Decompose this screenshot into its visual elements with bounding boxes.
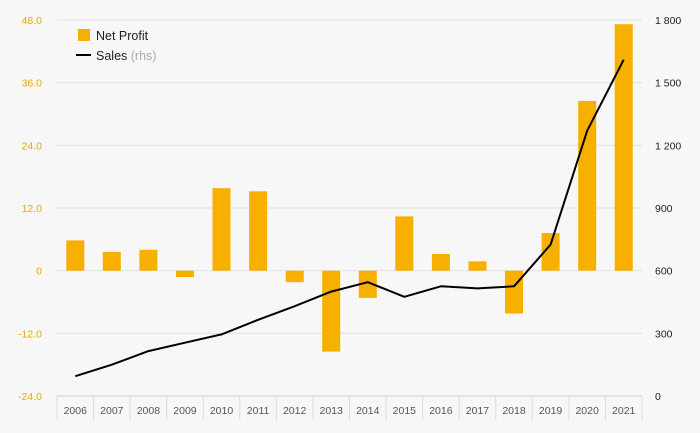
bar-net-profit-2021 (614, 24, 633, 271)
right-tick-label: 300 (655, 328, 673, 340)
x-tick-label: 2007 (100, 405, 124, 417)
bar-net-profit-2017 (468, 261, 487, 271)
bar-net-profit-2016 (431, 254, 450, 271)
left-tick-label: 0 (36, 266, 42, 278)
bar-net-profit-2018 (505, 270, 523, 314)
bar-net-profit-2019 (541, 233, 560, 271)
right-axis-ticks: 1 800 1 500 1 200 900 600 300 0 (655, 15, 681, 403)
legend-label-net-profit: Net Profit (96, 29, 149, 43)
right-tick-label: 900 (655, 203, 673, 215)
x-tick-label: 2012 (283, 405, 307, 417)
bar-net-profit-2014 (358, 270, 377, 298)
bar-net-profit-2006 (66, 240, 85, 271)
left-tick-label: 48.0 (22, 15, 43, 27)
legend-label-sales-name: Sales (96, 49, 127, 63)
x-tick-label: 2011 (247, 405, 270, 417)
bar-net-profit-2011 (249, 191, 268, 271)
right-tick-label: 600 (655, 266, 673, 278)
x-tick-label: 2018 (502, 405, 526, 417)
x-tick-label: 2009 (173, 405, 197, 417)
left-tick-label: -24.0 (18, 391, 42, 403)
legend-swatch-net-profit (78, 29, 90, 41)
right-tick-label: 0 (655, 391, 661, 403)
legend-label-sales-suffix: (rhs) (131, 49, 157, 63)
legend-label-sales: Sales (rhs) (96, 49, 156, 63)
x-axis: 2006 2007 2008 2009 2010 2011 2012 2013 2014 2015… (56, 395, 643, 420)
right-tick-label: 1 800 (655, 15, 681, 27)
right-tick-label: 1 200 (655, 140, 681, 152)
left-axis-ticks: 48.0 36.0 24.0 12.0 0 -12.0 -24.0 (18, 15, 42, 403)
bar-series (66, 24, 633, 352)
x-tick-label: 2019 (539, 405, 563, 417)
bar-net-profit-2008 (139, 249, 158, 271)
x-tick-label: 2016 (429, 405, 453, 417)
legend: Net Profit Sales (rhs) (76, 29, 156, 63)
bar-net-profit-2007 (102, 251, 121, 271)
right-tick-label: 1 500 (655, 78, 681, 90)
x-tick-label: 2006 (64, 405, 88, 417)
left-tick-label: 24.0 (22, 140, 43, 152)
x-tick-label: 2015 (393, 405, 417, 417)
x-tick-label: 2014 (356, 405, 380, 417)
bar-net-profit-2010 (212, 188, 231, 271)
sales-line (74, 59, 625, 378)
left-tick-label: 12.0 (22, 203, 43, 215)
x-tick-label: 2010 (210, 405, 234, 417)
x-tick-label: 2017 (466, 405, 490, 417)
x-tick-label: 2020 (575, 405, 599, 417)
left-tick-label: -12.0 (18, 328, 42, 340)
bar-net-profit-2009 (176, 270, 194, 277)
bar-net-profit-2020 (578, 100, 597, 271)
line-series (74, 59, 625, 378)
x-tick-label: 2008 (137, 405, 161, 417)
left-tick-label: 36.0 (22, 78, 43, 90)
bar-net-profit-2012 (285, 270, 304, 283)
x-tick-label: 2013 (320, 405, 344, 417)
bar-net-profit-2015 (395, 216, 414, 271)
bar-net-profit-2013 (322, 270, 341, 352)
x-tick-label: 2021 (612, 405, 636, 417)
